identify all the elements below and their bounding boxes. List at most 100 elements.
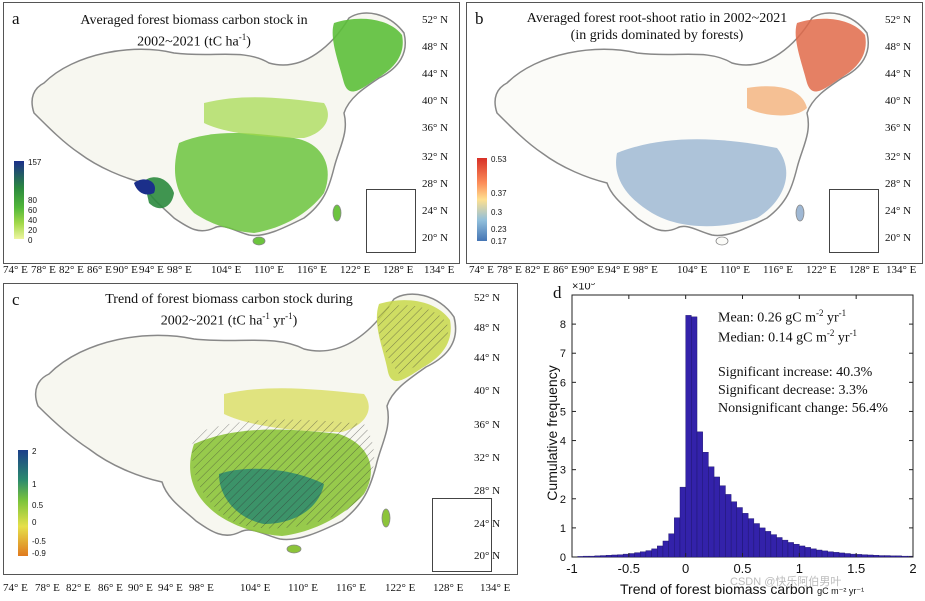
panel-a-label: a [12, 9, 20, 28]
histogram-bar [782, 539, 789, 558]
histogram-bar [844, 553, 851, 558]
histogram-bar [816, 549, 823, 558]
histogram-bar [787, 542, 794, 558]
lon-tick: 116° E [336, 582, 366, 594]
y-tick-label: 8 [560, 319, 566, 331]
lat-tick: 48° N [474, 322, 501, 334]
lon-tick: 90° E [579, 264, 604, 276]
lon-tick: 94° E [158, 582, 183, 594]
histogram-bar [651, 548, 658, 558]
histogram-bar [878, 555, 885, 558]
histogram-bar [855, 554, 863, 558]
lon-tick: 134° E [424, 264, 455, 276]
panel-c-colorbar [18, 450, 28, 556]
lon-tick: 116° E [763, 264, 793, 276]
panel-a-cb-label-3: 40 [28, 216, 37, 225]
lon-tick: 128° E [383, 264, 414, 276]
lat-tick: 24° N [474, 518, 501, 530]
histogram-bar [719, 485, 726, 558]
stat-median-yr: yr [834, 330, 850, 346]
panel-c-title-line2: 2002~2021 (tC ha [160, 313, 263, 329]
y-exponent: ×105 [572, 283, 595, 293]
ratio-region-ne-high [795, 18, 866, 92]
histogram-bar [810, 548, 817, 558]
lon-tick: 134° E [886, 264, 917, 276]
watermark: CSDN @快乐阿伯男叶 [730, 576, 842, 588]
histogram-bar [679, 486, 686, 558]
lat-tick: 44° N [474, 352, 501, 364]
forest-region-central [204, 97, 328, 138]
histogram-bar [759, 527, 766, 558]
histogram-bar [588, 555, 595, 558]
histogram-bar [770, 534, 777, 558]
forest-region-south [174, 133, 328, 233]
y-tick-label: 6 [560, 377, 566, 389]
x-tick-label: 0.5 [733, 561, 751, 576]
lon-tick: 82° E [59, 264, 84, 276]
taiwan-shape [795, 204, 805, 222]
lat-tick: 40° N [474, 385, 501, 397]
lat-tick: 36° N [885, 122, 912, 134]
panel-b-cb-label-1: 0.37 [491, 189, 507, 198]
histogram-bar [583, 555, 590, 558]
lon-tick: 122° E [806, 264, 837, 276]
lon-tick: 74° E [3, 582, 28, 594]
histogram-bar [793, 543, 800, 558]
lon-tick: 78° E [31, 264, 56, 276]
panel-b-lon-ticks: 74° E 78° E 82° E 86° E 90° E 94° E 98° … [466, 264, 925, 280]
lat-tick: 32° N [885, 151, 912, 163]
panel-b-title-line2: (in grids dominated by forests) [570, 28, 744, 43]
lon-tick: 128° E [849, 264, 880, 276]
panel-b-colorbar [477, 158, 487, 241]
lon-tick: 94° E [139, 264, 164, 276]
histogram-bar [827, 551, 834, 558]
histogram-bar [713, 476, 720, 558]
forest-region-tibet-hotspot [134, 179, 155, 195]
lat-tick: 20° N [474, 550, 501, 562]
lon-tick: 86° E [553, 264, 578, 276]
lat-tick: 48° N [422, 41, 449, 53]
histogram-bar [594, 555, 601, 558]
lon-tick: 90° E [128, 582, 153, 594]
y-tick-label: 5 [560, 406, 566, 418]
stat-mean-sup-yr: -1 [838, 308, 847, 318]
histogram-bar [702, 451, 709, 558]
histogram-bar [850, 553, 857, 558]
panel-b-map-svg [494, 12, 869, 246]
lon-tick: 98° E [167, 264, 192, 276]
histogram-bar [696, 431, 703, 558]
panel-b-map: b Averaged forest root-shoot ratio in 20… [466, 2, 923, 264]
histogram-bar [605, 555, 612, 558]
histogram-bar [645, 550, 652, 558]
histogram-bar [901, 555, 908, 558]
histogram-bar [838, 552, 846, 558]
taiwan-shape [381, 508, 391, 528]
lat-tick: 52° N [474, 292, 501, 304]
lat-tick: 24° N [885, 205, 912, 217]
panel-c-label: c [12, 290, 20, 309]
lat-tick: 40° N [422, 95, 449, 107]
lon-tick: 82° E [66, 582, 91, 594]
histogram-bar [622, 553, 630, 558]
x-axis-label: Trend of forest biomass carbon gC m⁻² yr… [620, 581, 864, 597]
x-tick-label: -1 [566, 561, 578, 576]
lat-tick: 52° N [885, 14, 912, 26]
histogram-bar [730, 501, 738, 558]
lat-tick: 48° N [885, 41, 912, 53]
lon-tick: 122° E [385, 582, 416, 594]
panel-a-cb-label-2: 60 [28, 206, 37, 215]
lat-tick: 36° N [422, 122, 449, 134]
panel-a-cb-label-1: 80 [28, 196, 37, 205]
panel-c-south-sea-inset [432, 498, 492, 572]
histogram-bar [804, 547, 811, 558]
y-tick-label: 2 [560, 494, 566, 506]
histogram-bar [674, 517, 681, 558]
lon-tick: 110° E [720, 264, 750, 276]
panel-c-cb-label-3: 0 [32, 518, 37, 527]
stat-mean-sup-m: -2 [816, 308, 824, 318]
histogram-bar [873, 555, 880, 558]
lon-tick: 78° E [35, 582, 60, 594]
x-tick-label: -0.5 [618, 561, 640, 576]
panel-b-cb-label-4: 0.17 [491, 237, 507, 246]
